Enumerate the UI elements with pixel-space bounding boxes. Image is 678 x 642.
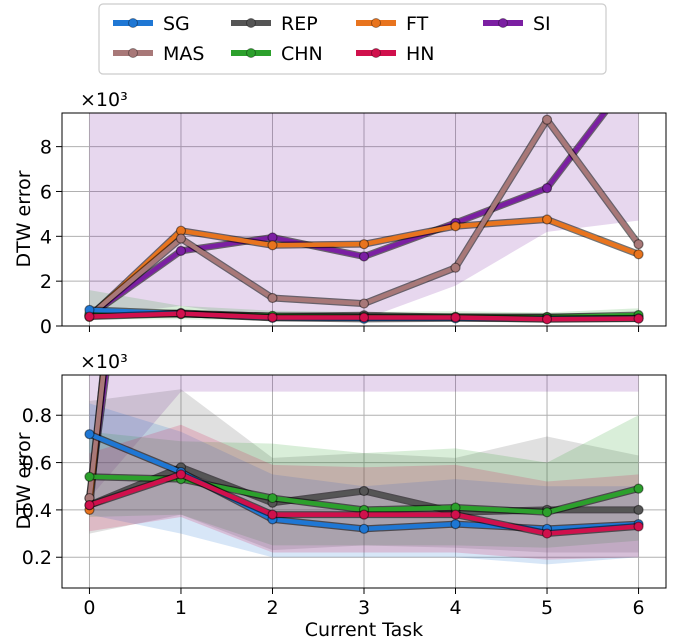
bottom-x-axis-label: Current Task xyxy=(305,619,423,641)
data-point xyxy=(267,240,278,251)
data-point xyxy=(541,528,553,539)
top-y-axis-label: DTW error xyxy=(13,170,35,267)
data-point xyxy=(541,314,553,325)
y-tick-label: 4 xyxy=(40,226,52,248)
data-point xyxy=(175,308,187,319)
data-point xyxy=(358,509,370,520)
y-tick-label: 6 xyxy=(40,181,52,203)
legend-marker xyxy=(128,18,138,28)
legend-item-mas: MAS xyxy=(113,43,204,65)
legend-marker xyxy=(128,48,138,58)
data-point xyxy=(633,239,644,250)
legend-marker xyxy=(498,18,508,28)
data-point xyxy=(633,483,644,494)
data-point xyxy=(175,245,187,256)
legend-item-hn: HN xyxy=(356,43,435,65)
data-point xyxy=(541,507,553,518)
top-series xyxy=(84,64,644,325)
data-point xyxy=(450,221,461,232)
band-si xyxy=(89,113,639,320)
data-point xyxy=(633,504,644,515)
legend-item-chn: CHN xyxy=(231,43,323,65)
legend-label: HN xyxy=(406,43,435,65)
data-point xyxy=(267,292,278,304)
legend-marker xyxy=(371,18,381,28)
data-point xyxy=(84,471,95,482)
legend-label: MAS xyxy=(163,43,204,65)
y-tick-label: 0.2 xyxy=(22,547,52,569)
data-point xyxy=(267,312,278,323)
top-multiplier: ×10³ xyxy=(80,89,128,111)
x-tick-label: 0 xyxy=(83,597,95,619)
bottom-multiplier: ×10³ xyxy=(80,351,128,373)
legend-item-si: SI xyxy=(483,13,551,35)
data-point xyxy=(450,262,461,273)
series-ft xyxy=(84,214,644,323)
data-point xyxy=(541,114,553,125)
series-hn xyxy=(84,308,644,325)
band-chn xyxy=(89,415,639,548)
bottom-y-ticks: 0.2 0.4 0.6 0.8 xyxy=(22,405,62,569)
data-point xyxy=(358,485,370,497)
x-tick-label: 2 xyxy=(266,597,278,619)
legend-label: FT xyxy=(406,13,429,35)
data-point xyxy=(634,64,643,73)
legend-marker xyxy=(371,48,381,58)
y-tick-label: 8 xyxy=(40,137,52,159)
legend-label: SI xyxy=(533,13,551,35)
y-tick-label: 0.8 xyxy=(22,405,52,427)
data-point xyxy=(84,500,95,511)
data-point xyxy=(541,214,553,225)
legend-frame xyxy=(98,3,607,75)
y-tick-label: 2 xyxy=(40,271,52,293)
data-point xyxy=(633,313,644,324)
legend-label: SG xyxy=(163,13,190,35)
data-point xyxy=(267,492,278,504)
data-point xyxy=(450,312,461,323)
data-point xyxy=(358,312,370,323)
data-point xyxy=(360,363,369,372)
top-x-ticks xyxy=(88,326,640,332)
x-tick-label: 6 xyxy=(632,597,644,619)
legend-label: REP xyxy=(281,13,318,35)
legend: SG REP FT SI MAS CHN HN xyxy=(98,3,607,75)
legend-item-rep: REP xyxy=(231,13,318,35)
data-point xyxy=(450,509,461,520)
y-tick-label: 0.4 xyxy=(22,500,52,522)
top-y-ticks: 0 2 4 6 8 xyxy=(40,137,62,338)
legend-label: CHN xyxy=(281,43,323,65)
x-tick-label: 5 xyxy=(541,597,553,619)
top-bands xyxy=(89,113,639,321)
y-tick-label: 0 xyxy=(40,316,52,338)
data-point xyxy=(175,469,187,480)
series-hn xyxy=(84,469,644,539)
bottom-series xyxy=(84,363,644,539)
data-point xyxy=(84,429,95,440)
legend-item-sg: SG xyxy=(113,13,190,35)
data-point xyxy=(450,518,461,530)
data-point xyxy=(358,523,370,534)
band-si xyxy=(89,375,639,499)
data-point xyxy=(84,311,95,322)
legend-marker xyxy=(246,18,256,28)
y-tick-label: 0.6 xyxy=(22,453,52,475)
legend-item-ft: FT xyxy=(356,13,429,35)
data-point xyxy=(175,233,187,244)
data-point xyxy=(633,521,644,532)
bottom-y-axis-label: DTW error xyxy=(13,432,35,529)
data-point xyxy=(267,509,278,520)
bottom-x-ticks: 0 1 2 3 4 5 6 xyxy=(83,588,645,619)
x-tick-label: 3 xyxy=(358,597,370,619)
data-point xyxy=(358,239,370,250)
top-panel: 0 2 4 6 8 ×10³ DTW error xyxy=(13,64,667,338)
data-point xyxy=(541,183,553,194)
data-point xyxy=(358,251,370,262)
legend-marker xyxy=(246,48,256,58)
x-tick-label: 4 xyxy=(449,597,461,619)
x-tick-label: 1 xyxy=(175,597,187,619)
bottom-panel: 0.2 0.4 0.6 0.8 0 1 2 3 4 5 6 ×10³ DTW error Curr… xyxy=(13,351,667,641)
data-point xyxy=(633,249,644,260)
data-point xyxy=(358,298,370,309)
